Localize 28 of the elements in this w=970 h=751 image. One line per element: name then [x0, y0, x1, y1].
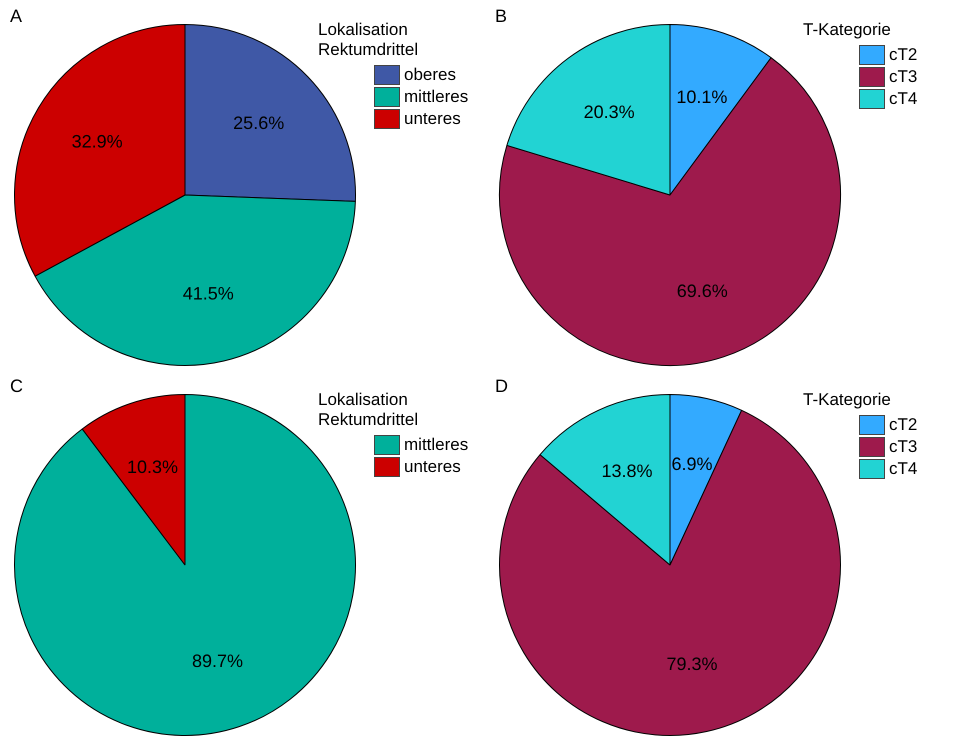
data-label: 10.3% — [126, 456, 178, 477]
legend-title: T-Kategorie — [803, 390, 892, 410]
data-label: 69.6% — [676, 281, 728, 302]
data-label: 25.6% — [233, 113, 284, 134]
data-label: 10.1% — [676, 86, 728, 107]
data-label: 41.5% — [182, 284, 234, 304]
chart-title: C — [10, 376, 23, 397]
legend-label: cT2 — [889, 45, 918, 65]
legend-label: unteres — [404, 457, 461, 477]
chart-title: D — [495, 376, 508, 397]
legend-label: cT4 — [889, 89, 918, 109]
legend-label: cT4 — [889, 459, 918, 479]
legend-label: unteres — [404, 109, 461, 129]
legend-label: cT3 — [889, 437, 918, 457]
legend-label: mittleres — [404, 435, 468, 455]
data-label: 13.8% — [602, 461, 653, 482]
legend-label: mittleres — [404, 87, 468, 107]
data-label: 20.3% — [584, 102, 635, 122]
chart-title: A — [10, 6, 22, 27]
legend-label: oberes — [404, 65, 456, 85]
data-label: 89.7% — [192, 650, 244, 671]
data-label: 32.9% — [72, 132, 123, 152]
legend-title: T-Kategorie — [803, 20, 892, 40]
legend-label: cT3 — [889, 67, 918, 87]
legend-label: cT2 — [889, 415, 918, 435]
data-label: 6.9% — [671, 454, 713, 474]
chart-title: B — [495, 6, 508, 27]
data-label: 79.3% — [666, 654, 718, 674]
